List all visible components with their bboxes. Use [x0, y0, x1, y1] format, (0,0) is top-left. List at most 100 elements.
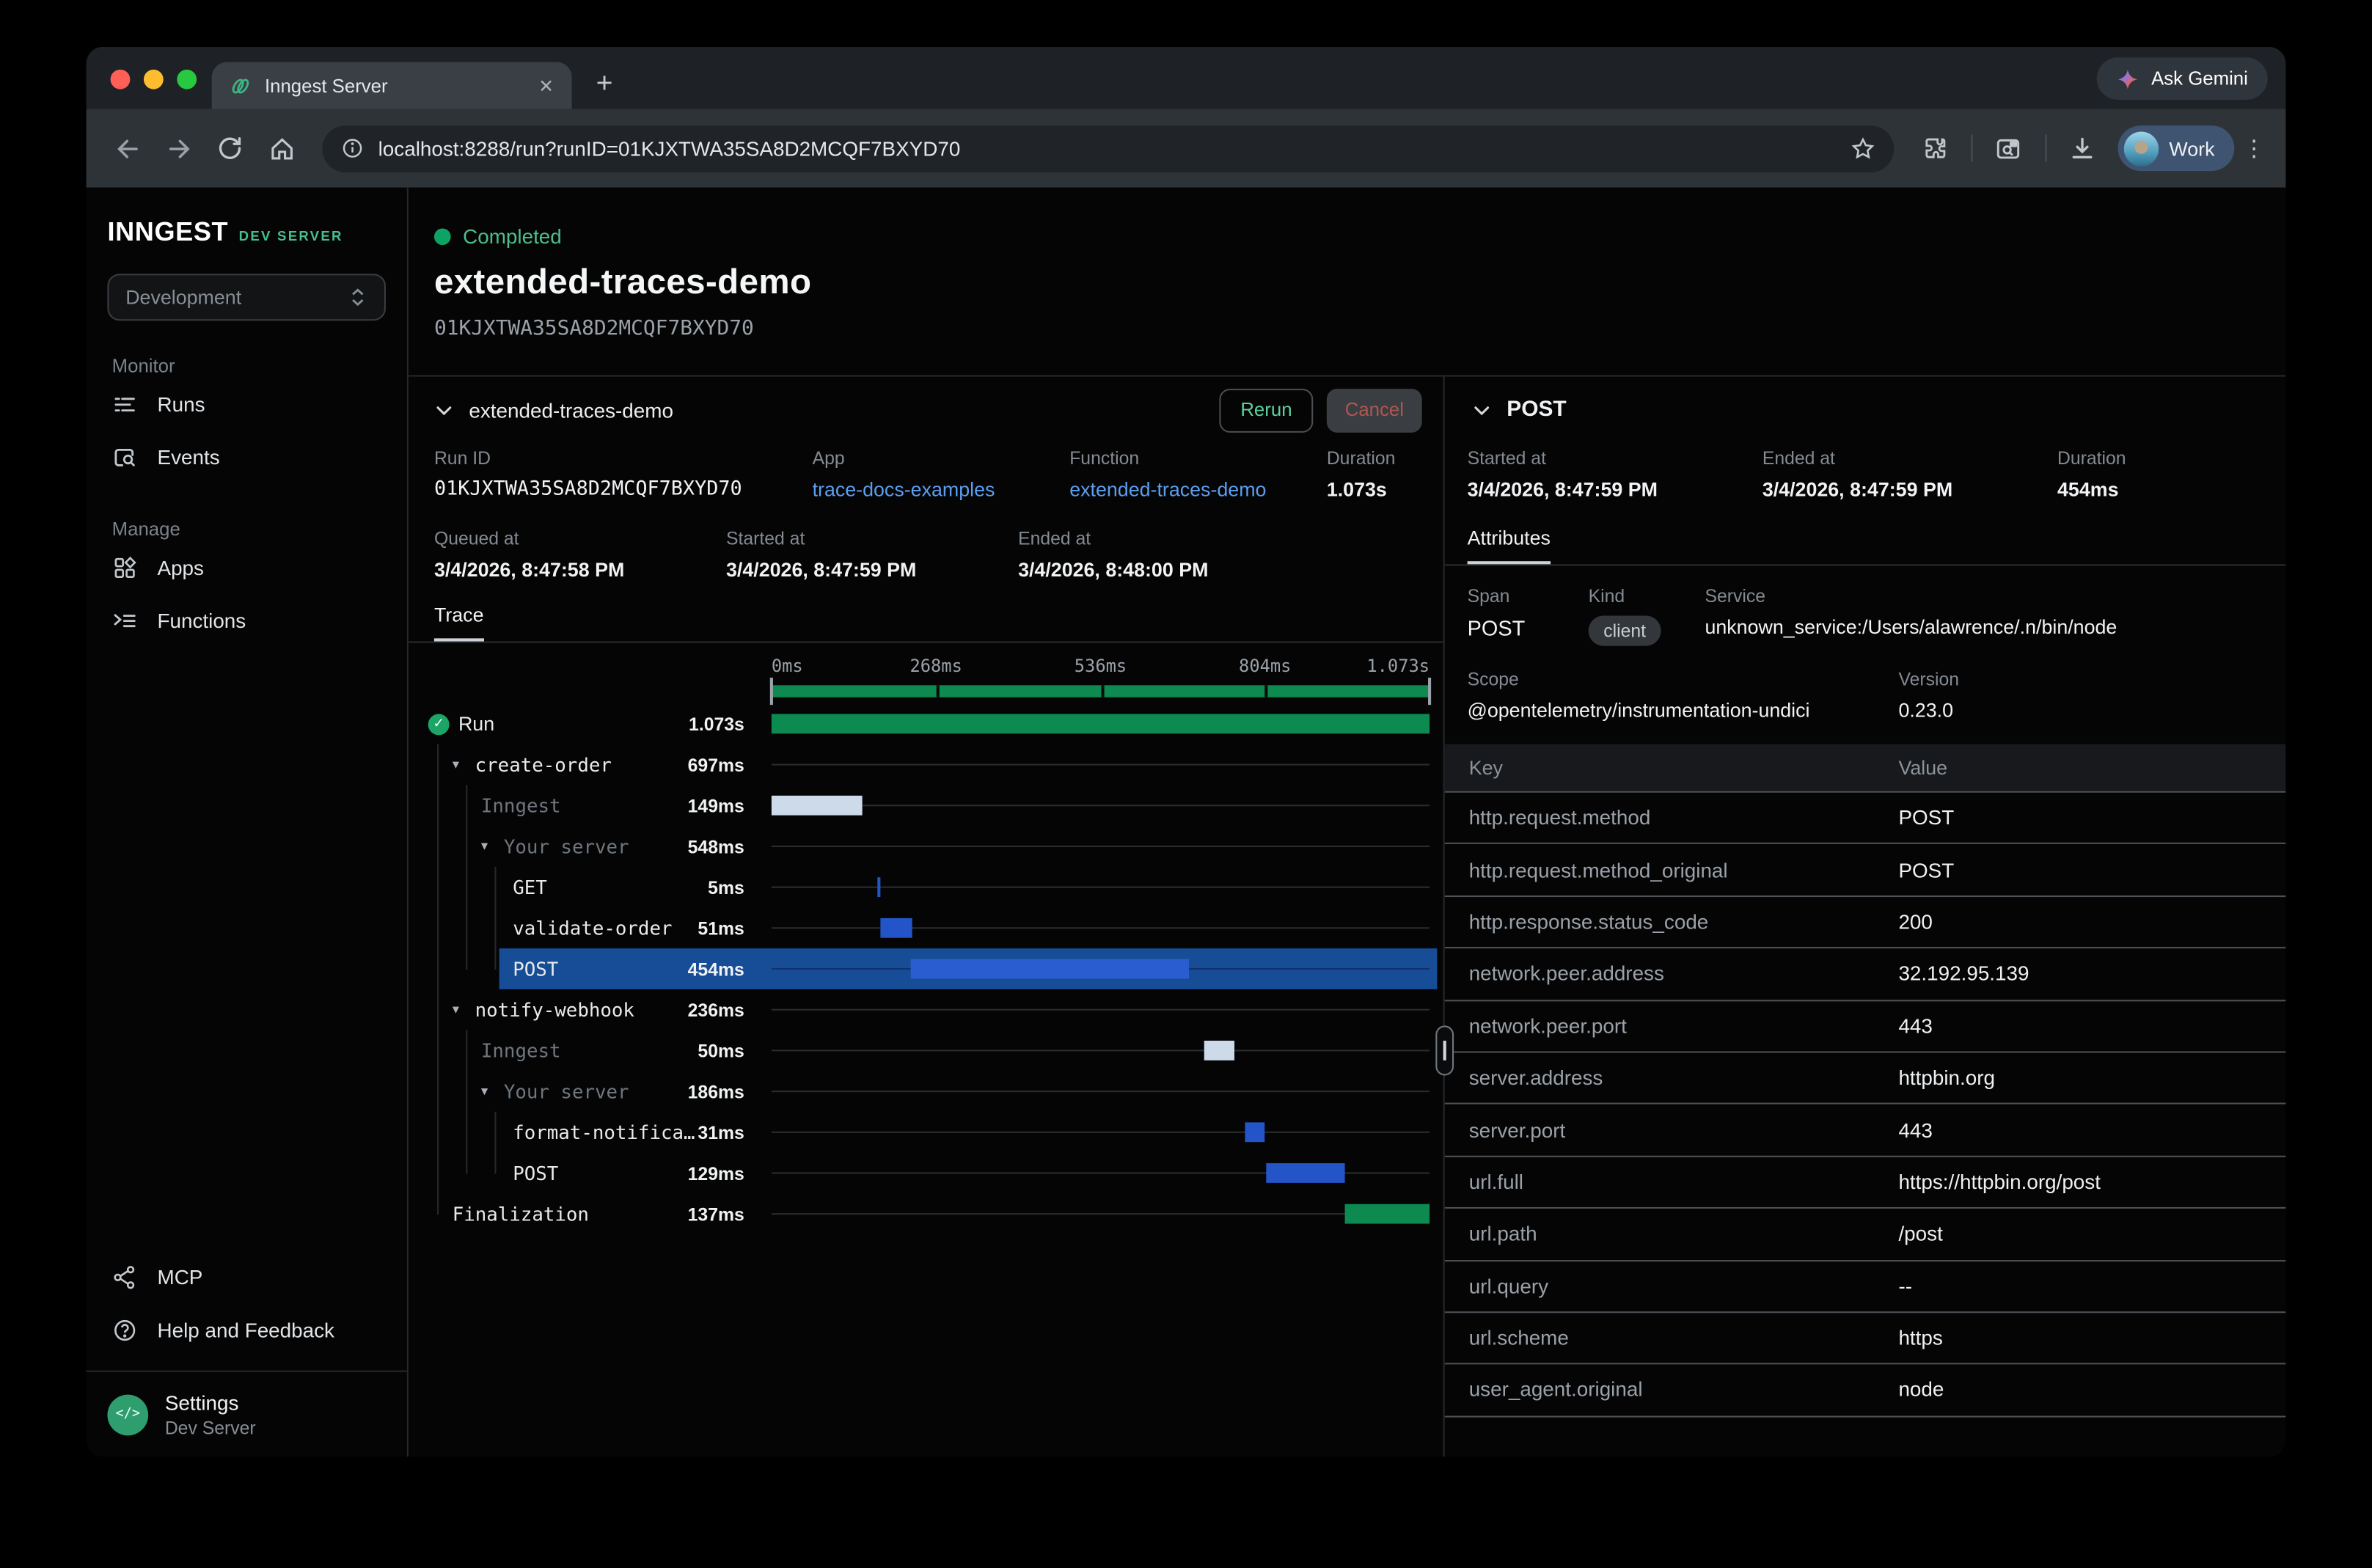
reload-icon[interactable] — [208, 125, 253, 171]
expand-caret-icon[interactable]: ▾ — [453, 1001, 475, 1018]
sidebar-item-settings[interactable]: </> Settings Dev Server — [87, 1371, 407, 1457]
table-row[interactable]: network.peer.address32.192.95.139 — [1445, 947, 2286, 999]
environment-select[interactable]: Development — [107, 274, 386, 320]
table-row[interactable]: http.response.status_code200 — [1445, 895, 2286, 948]
span-bar[interactable] — [911, 959, 1190, 979]
new-tab-button[interactable]: + — [596, 70, 613, 98]
trace-span-row[interactable]: Inngest149ms — [409, 785, 1443, 826]
sidebar-item-label: Help and Feedback — [158, 1319, 334, 1342]
span-times-row: Started at3/4/2026, 8:47:59 PMEnded at3/… — [1445, 443, 2286, 500]
span-duration: 1.073s — [689, 713, 744, 734]
download-icon[interactable] — [2060, 125, 2106, 171]
sidebar-item-apps[interactable]: Apps — [107, 541, 386, 594]
search-tabs-icon[interactable] — [1986, 125, 2032, 171]
span-bar[interactable] — [772, 714, 1430, 734]
timeline-axis: 0ms 268ms 536ms 804ms 1.073s — [409, 646, 1443, 703]
sidebar: INNGEST DEV SERVER Development MonitorRu… — [87, 188, 409, 1457]
trace-span-row[interactable]: ▾create-order697ms — [409, 744, 1443, 785]
span-duration: 51ms — [698, 917, 744, 939]
sidebar-item-functions[interactable]: Functions — [107, 595, 386, 648]
table-row[interactable]: network.peer.port443 — [1445, 999, 2286, 1051]
meta-value: 3/4/2026, 8:47:59 PM — [726, 558, 1018, 581]
span-bar[interactable] — [1345, 1204, 1430, 1224]
trace-span-row[interactable]: ▾Your server548ms — [409, 826, 1443, 867]
expand-caret-icon[interactable]: ▾ — [481, 838, 504, 855]
browser-tab[interactable]: Inngest Server ✕ — [212, 62, 572, 109]
sidebar-item-mcp[interactable]: MCP — [107, 1251, 386, 1304]
span-bar[interactable] — [1204, 1041, 1235, 1060]
bookmark-star-icon[interactable] — [1850, 136, 1875, 161]
span-name: Inngest — [481, 794, 561, 817]
table-row[interactable]: url.schemehttps — [1445, 1311, 2286, 1363]
span-baseline — [772, 927, 1430, 928]
key-column-header: Key — [1469, 756, 1899, 779]
sidebar-section-label: Manage — [112, 519, 386, 540]
toolbar-divider — [1971, 135, 1972, 162]
span-bar[interactable] — [1245, 1122, 1264, 1142]
trace-span-row[interactable]: validate-order51ms — [409, 908, 1443, 949]
url-text[interactable]: localhost:8288/run?runID=01KJXTWA35SA8D2… — [378, 137, 1837, 160]
meta-value[interactable]: extended-traces-demo — [1069, 478, 1327, 501]
table-row[interactable]: server.addresshttpbin.org — [1445, 1051, 2286, 1103]
table-row[interactable]: http.request.method_originalPOST — [1445, 843, 2286, 895]
trace-span-row[interactable]: format-notifica…31ms — [409, 1112, 1443, 1153]
trace-span-row[interactable]: ✓Run1.073s — [409, 703, 1443, 744]
attribute-key: url.scheme — [1469, 1327, 1899, 1349]
trace-minimap[interactable] — [772, 685, 1430, 697]
sidebar-item-runs[interactable]: Runs — [107, 378, 386, 431]
collapse-chevron-icon[interactable] — [1472, 400, 1492, 420]
tab-trace[interactable]: Trace — [434, 604, 484, 642]
trace-span-row[interactable]: Finalization137ms — [409, 1193, 1443, 1234]
meta-cell: Ended at3/4/2026, 8:47:59 PM — [1762, 448, 2057, 501]
ask-gemini-button[interactable]: Ask Gemini — [2097, 57, 2268, 100]
span-bar-area — [772, 1112, 1430, 1153]
span-bar[interactable] — [881, 918, 912, 938]
close-tab-icon[interactable]: ✕ — [534, 75, 558, 96]
close-window-button[interactable] — [111, 70, 131, 89]
sidebar-item-label: MCP — [158, 1266, 203, 1289]
toolbar-divider — [2045, 135, 2046, 162]
meta-value[interactable]: trace-docs-examples — [813, 478, 1070, 501]
browser-menu-icon[interactable]: ⋮ — [2241, 135, 2268, 162]
trace-span-row[interactable]: POST129ms — [409, 1153, 1443, 1194]
trace-tabs: Trace — [409, 602, 1443, 643]
expand-caret-icon[interactable]: ▾ — [453, 756, 475, 773]
span-name: POST — [513, 1162, 558, 1184]
span-bar[interactable] — [877, 877, 880, 897]
table-row[interactable]: user_agent.originalnode — [1445, 1363, 2286, 1417]
extensions-icon[interactable] — [1912, 125, 1958, 171]
tab-attributes[interactable]: Attributes — [1468, 527, 1551, 565]
span-duration: 137ms — [688, 1204, 744, 1225]
table-row[interactable]: url.query-- — [1445, 1259, 2286, 1311]
trace-span-row[interactable]: GET5ms — [409, 867, 1443, 908]
profile-button[interactable]: Work — [2117, 125, 2234, 171]
span-row-label: ▾Your server548ms — [409, 835, 772, 858]
trace-span-row[interactable]: POST454ms — [409, 948, 1443, 989]
span-bar[interactable] — [1266, 1163, 1345, 1183]
trace-span-row[interactable]: ▾Your server186ms — [409, 1071, 1443, 1112]
collapse-chevron-icon[interactable] — [434, 400, 454, 420]
site-info-icon[interactable] — [340, 136, 365, 161]
rerun-button[interactable]: Rerun — [1219, 388, 1313, 432]
back-icon[interactable] — [104, 125, 150, 171]
sidebar-item-events[interactable]: Events — [107, 431, 386, 484]
trace-span-row[interactable]: Inngest50ms — [409, 1030, 1443, 1071]
sidebar-item-help-and-feedback[interactable]: Help and Feedback — [107, 1304, 386, 1357]
table-row[interactable]: url.fullhttps://httpbin.org/post — [1445, 1155, 2286, 1207]
trace-span-row[interactable]: ▾notify-webhook236ms — [409, 989, 1443, 1030]
forward-icon[interactable] — [155, 125, 201, 171]
table-row[interactable]: server.port443 — [1445, 1103, 2286, 1155]
meta-cell: Functionextended-traces-demo — [1069, 448, 1327, 501]
panel-resize-handle[interactable] — [1435, 1025, 1454, 1075]
expand-caret-icon[interactable]: ▾ — [481, 1083, 504, 1100]
maximize-window-button[interactable] — [177, 70, 197, 89]
address-bar[interactable]: localhost:8288/run?runID=01KJXTWA35SA8D2… — [322, 125, 1894, 172]
cancel-button[interactable]: Cancel — [1327, 388, 1422, 432]
service-value: unknown_service:/Users/alawrence/.n/bin/… — [1705, 615, 2263, 638]
home-icon[interactable] — [259, 125, 304, 171]
meta-value: 454ms — [2057, 478, 2263, 501]
span-bar[interactable] — [772, 796, 863, 816]
table-row[interactable]: url.path/post — [1445, 1207, 2286, 1259]
minimize-window-button[interactable] — [144, 70, 164, 89]
table-row[interactable]: http.request.methodPOST — [1445, 791, 2286, 843]
